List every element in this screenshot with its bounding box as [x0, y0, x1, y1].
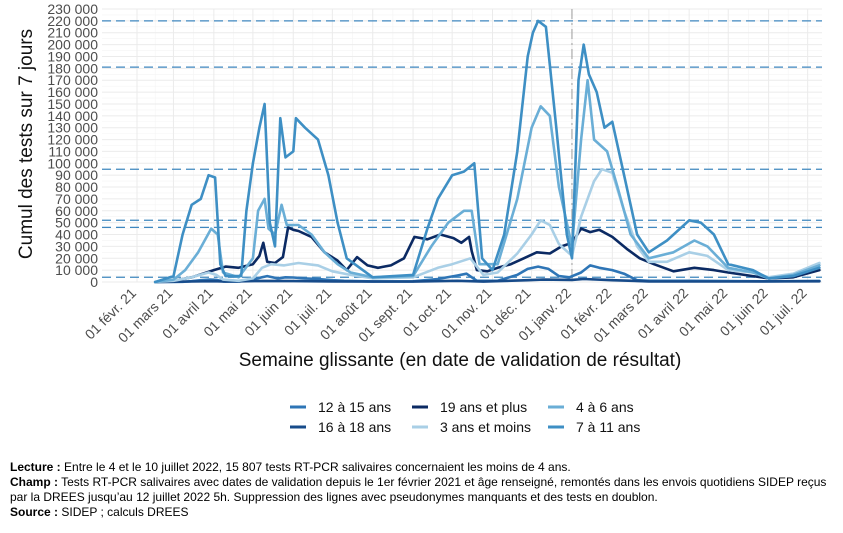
y-tick-label: 230 000: [47, 1, 98, 17]
y-tick-label: 0: [90, 274, 98, 290]
note-source-label: Source :: [10, 505, 59, 519]
y-tick-label: 200 000: [47, 37, 98, 53]
y-tick-label: 130 000: [47, 120, 98, 136]
y-tick-label: 150 000: [47, 96, 98, 112]
y-tick-label: 120 000: [47, 132, 98, 148]
y-tick-label: 190 000: [47, 48, 98, 64]
x-axis-title: Semaine glissante (en date de validation…: [239, 350, 682, 371]
y-tick-label: 160 000: [47, 84, 98, 100]
y-tick-label: 70 000: [55, 191, 98, 207]
series-line: [153, 277, 821, 284]
series-line: [153, 19, 821, 284]
y-tick-label: 30 000: [55, 238, 98, 254]
minor-gridlines: [102, 9, 822, 282]
y-tick-label: 140 000: [47, 108, 98, 124]
y-tick-label: 50 000: [55, 215, 98, 231]
y-tick-label: 180 000: [47, 60, 98, 76]
y-tick-label: 10 000: [55, 262, 98, 278]
y-tick-label: 20 000: [55, 250, 98, 266]
legend-label: 3 ans et moins: [440, 419, 531, 435]
note-champ-text: Tests RT-PCR salivaires avec dates de va…: [10, 475, 827, 504]
legend-item: 7 à 11 ans: [548, 419, 640, 435]
y-tick-label: 60 000: [55, 203, 98, 219]
note-champ-label: Champ :: [10, 475, 58, 489]
y-tick-label: 90 000: [55, 167, 98, 183]
legend: 12 à 15 ans 16 à 18 ans 19 ans et plus 3 an…: [290, 399, 640, 435]
y-tick-label: 40 000: [55, 227, 98, 243]
series-line: [153, 226, 821, 284]
legend-label: 16 à 18 ans: [318, 419, 391, 435]
y-tick-label: 110 000: [48, 143, 98, 159]
legend-item: 19 ans et plus: [412, 399, 527, 415]
series-lines: [153, 19, 821, 284]
y-tick-label: 210 000: [47, 25, 98, 41]
note-source: Source : SIDEP ; calculs DREES: [10, 505, 835, 520]
y-tick-label: 100 000: [47, 155, 98, 171]
legend-label: 12 à 15 ans: [318, 399, 391, 415]
note-lecture-label: Lecture :: [10, 460, 61, 474]
y-tick-label: 220 000: [47, 13, 98, 29]
y-tick-label: 170 000: [47, 72, 98, 88]
legend-label: 4 à 6 ans: [576, 399, 634, 415]
series-line: [153, 78, 821, 284]
legend-item: 16 à 18 ans: [290, 419, 391, 435]
note-champ: Champ : Tests RT-PCR salivaires avec dat…: [10, 475, 835, 505]
legend-item: 3 ans et moins: [412, 419, 531, 435]
note-source-text: SIDEP ; calculs DREES: [58, 505, 189, 519]
y-axis-title: Cumul des tests sur 7 jours: [16, 29, 37, 259]
legend-item: 4 à 6 ans: [548, 399, 634, 415]
note-lecture-text: Entre le 4 et le 10 juillet 2022, 15 807…: [60, 460, 571, 474]
y-tick-label: 80 000: [55, 179, 98, 195]
legend-item: 12 à 15 ans: [290, 399, 391, 415]
footnotes: Lecture : Entre le 4 et le 10 juillet 20…: [10, 460, 835, 520]
legend-label: 19 ans et plus: [440, 399, 527, 415]
legend-label: 7 à 11 ans: [576, 419, 640, 435]
note-lecture: Lecture : Entre le 4 et le 10 juillet 20…: [10, 460, 835, 475]
series-line: [153, 167, 821, 284]
